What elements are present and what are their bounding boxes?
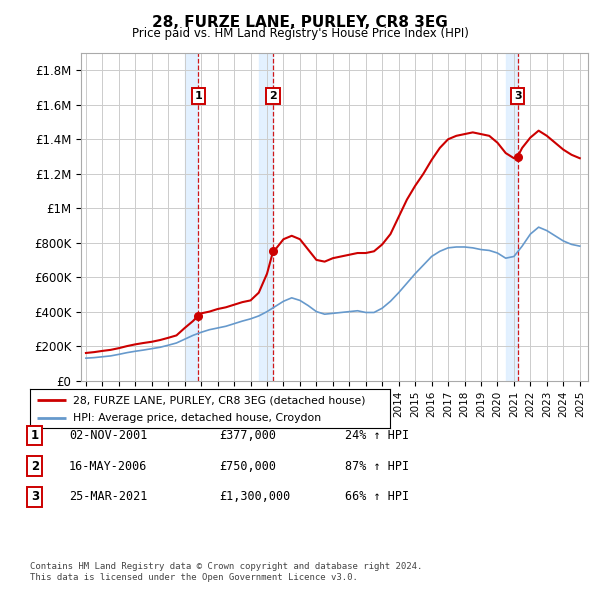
- Text: 87% ↑ HPI: 87% ↑ HPI: [345, 460, 409, 473]
- Text: 2: 2: [31, 460, 39, 473]
- Text: 1: 1: [31, 429, 39, 442]
- Text: 28, FURZE LANE, PURLEY, CR8 3EG (detached house): 28, FURZE LANE, PURLEY, CR8 3EG (detache…: [73, 395, 366, 405]
- Text: 02-NOV-2001: 02-NOV-2001: [69, 429, 148, 442]
- Text: 25-MAR-2021: 25-MAR-2021: [69, 490, 148, 503]
- Text: £750,000: £750,000: [219, 460, 276, 473]
- Text: 2: 2: [269, 91, 277, 101]
- Text: 66% ↑ HPI: 66% ↑ HPI: [345, 490, 409, 503]
- Text: 24% ↑ HPI: 24% ↑ HPI: [345, 429, 409, 442]
- Text: 3: 3: [514, 91, 521, 101]
- Text: £1,300,000: £1,300,000: [219, 490, 290, 503]
- Text: Price paid vs. HM Land Registry's House Price Index (HPI): Price paid vs. HM Land Registry's House …: [131, 27, 469, 40]
- Bar: [506, 53, 518, 381]
- Text: 1: 1: [194, 91, 202, 101]
- Text: 16-MAY-2006: 16-MAY-2006: [69, 460, 148, 473]
- Text: This data is licensed under the Open Government Licence v3.0.: This data is licensed under the Open Gov…: [30, 572, 358, 582]
- Bar: [259, 53, 273, 381]
- Text: Contains HM Land Registry data © Crown copyright and database right 2024.: Contains HM Land Registry data © Crown c…: [30, 562, 422, 571]
- Text: HPI: Average price, detached house, Croydon: HPI: Average price, detached house, Croy…: [73, 413, 322, 423]
- Text: £377,000: £377,000: [219, 429, 276, 442]
- Text: 28, FURZE LANE, PURLEY, CR8 3EG: 28, FURZE LANE, PURLEY, CR8 3EG: [152, 15, 448, 30]
- Bar: [185, 53, 199, 381]
- Text: 3: 3: [31, 490, 39, 503]
